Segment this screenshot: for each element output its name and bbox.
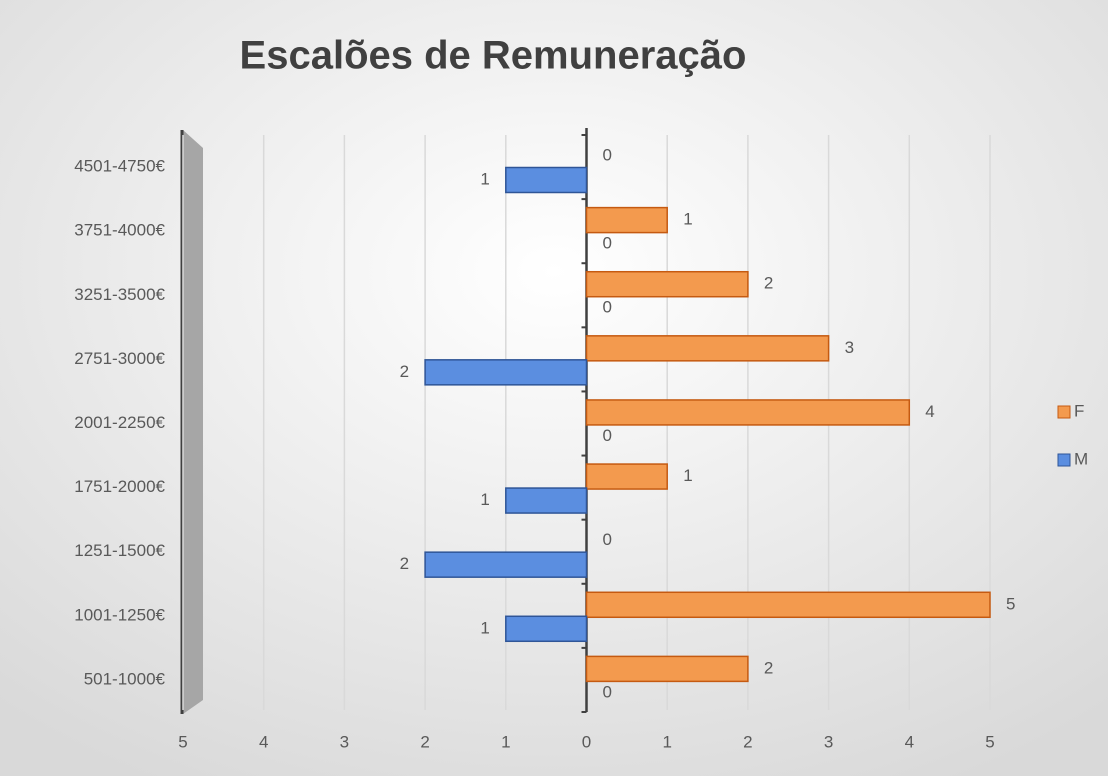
bar — [585, 463, 668, 490]
y-tick-label: 1251-1500€ — [74, 541, 165, 560]
data-label: 1 — [480, 169, 489, 188]
data-label: 2 — [400, 362, 409, 381]
data-label: 0 — [603, 234, 612, 253]
x-tick-label: 5 — [178, 732, 187, 751]
bar — [505, 166, 588, 194]
bar — [585, 270, 749, 298]
axis-wall — [183, 130, 203, 714]
y-tick-label: 501-1000€ — [84, 669, 166, 688]
bar — [505, 487, 588, 514]
data-label: 2 — [764, 274, 773, 293]
data-label: 4 — [925, 402, 934, 421]
bar — [424, 359, 588, 386]
x-tick-label: 4 — [905, 732, 914, 751]
legend-swatch — [1057, 405, 1071, 419]
data-label: 1 — [480, 490, 489, 509]
data-label: 0 — [603, 298, 612, 317]
data-label: 0 — [603, 145, 612, 164]
data-label: 0 — [603, 682, 612, 701]
bar — [585, 591, 991, 619]
data-label: 0 — [603, 530, 612, 549]
x-tick-label: 1 — [501, 732, 510, 751]
y-tick-label: 1001-1250€ — [74, 605, 165, 624]
data-label: 2 — [764, 658, 773, 677]
y-tick-label: 4501-4750€ — [74, 157, 165, 176]
x-tick-label: 0 — [582, 732, 591, 751]
data-label: 0 — [603, 426, 612, 445]
data-label: 5 — [1006, 594, 1015, 613]
y-tick-label: 2751-3000€ — [74, 349, 165, 368]
legend-swatch — [1057, 453, 1071, 467]
x-tick-label: 2 — [420, 732, 429, 751]
x-tick-label: 3 — [824, 732, 833, 751]
x-tick-label: 2 — [743, 732, 752, 751]
y-tick-label: 1751-2000€ — [74, 477, 165, 496]
x-tick-label: 3 — [340, 732, 349, 751]
legend-label: F — [1074, 401, 1084, 420]
y-tick-label: 3251-3500€ — [74, 285, 165, 304]
data-label: 1 — [480, 618, 489, 637]
y-tick-label: 2001-2250€ — [74, 413, 165, 432]
data-label: 1 — [683, 210, 692, 229]
x-tick-label: 5 — [985, 732, 994, 751]
bar — [424, 551, 588, 578]
x-tick-label: 1 — [662, 732, 671, 751]
y-tick-label: 3751-4000€ — [74, 221, 165, 240]
bar — [585, 655, 749, 683]
data-label: 1 — [683, 466, 692, 485]
bar — [505, 615, 588, 643]
legend-label: M — [1074, 449, 1088, 468]
data-label: 2 — [400, 554, 409, 573]
chart-title: Escalões de Remuneração — [240, 34, 747, 78]
bar — [585, 399, 911, 426]
data-label: 3 — [845, 338, 854, 357]
x-tick-label: 4 — [259, 732, 268, 751]
bar — [585, 206, 668, 234]
bar — [585, 335, 830, 362]
